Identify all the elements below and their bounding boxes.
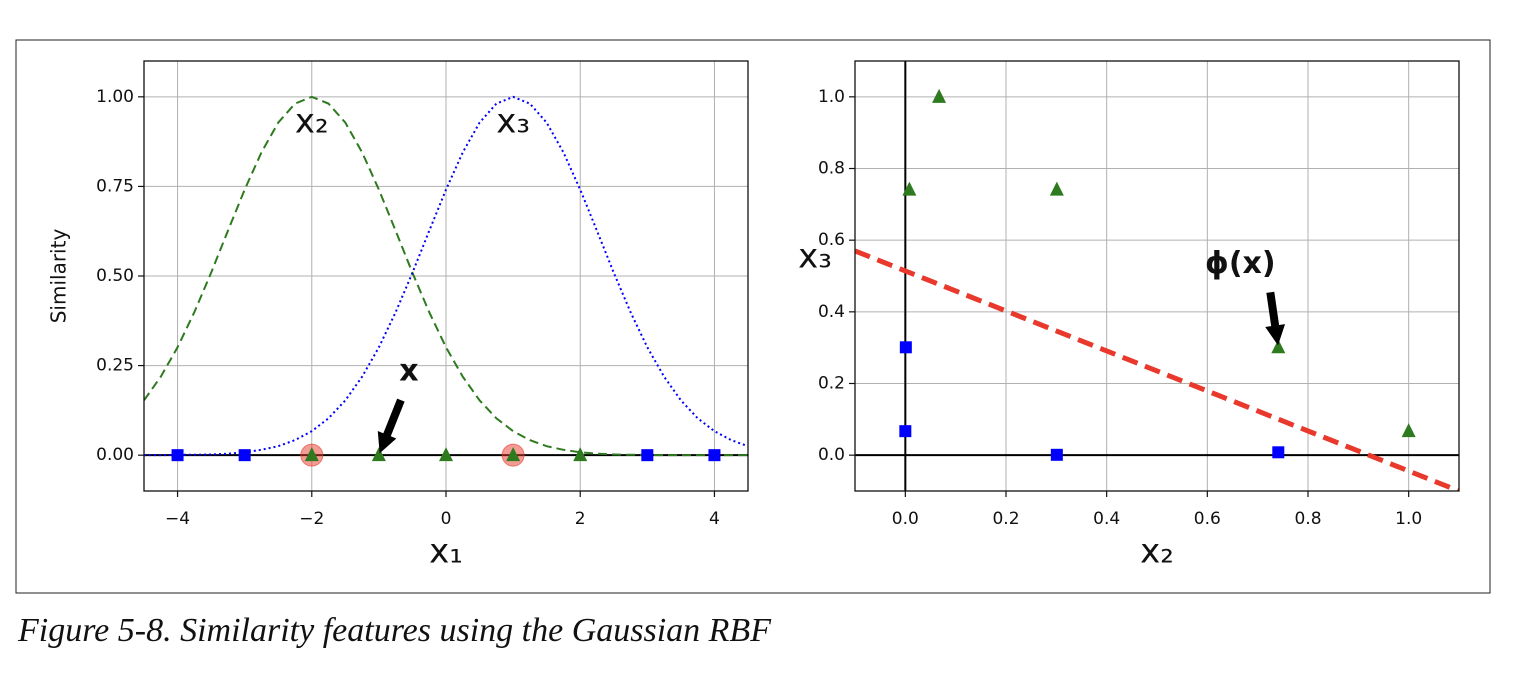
y-tick-label: 0.25 <box>96 356 134 376</box>
y-axis-label: Similarity <box>47 229 71 324</box>
y-tick-label: 0.50 <box>96 266 134 286</box>
x-tick-label: −4 <box>165 509 190 529</box>
triangle-point <box>1049 181 1064 196</box>
x-tick-label: 4 <box>709 509 720 529</box>
x-tick-label: 0.8 <box>1294 509 1321 529</box>
arrow <box>377 398 405 454</box>
axes-frame <box>854 60 1460 492</box>
x-tick-label: −2 <box>299 509 324 529</box>
triangle-point <box>1271 339 1286 354</box>
caption: Figure 5-8. Similarity features using th… <box>17 612 772 649</box>
square-point <box>899 341 912 354</box>
x-tick-label: 0.0 <box>892 509 919 529</box>
y-tick-label: 0.6 <box>818 230 845 250</box>
square-point <box>1272 446 1285 459</box>
y-tick-label: 0.8 <box>818 159 845 179</box>
y-tick-label: 0.00 <box>96 445 134 465</box>
triangle-point <box>371 447 386 462</box>
curve-label: x₂ <box>295 101 329 141</box>
y-tick-label: 0.4 <box>818 302 845 322</box>
triangle-point <box>902 181 917 196</box>
square-point <box>171 449 184 462</box>
triangle-point <box>573 447 588 462</box>
figure-frame <box>15 39 1491 594</box>
arrow <box>1265 291 1286 346</box>
square-point <box>238 449 251 462</box>
y-tick-label: 0.2 <box>818 374 845 394</box>
x-axis-label: x₂ <box>1140 532 1174 572</box>
annotation: ϕ(x) <box>1205 246 1276 281</box>
x-tick-label: 0.4 <box>1093 509 1120 529</box>
axes-frame <box>143 60 749 492</box>
x-tick-label: 0 <box>441 509 452 529</box>
y-tick-label: 0.75 <box>96 176 134 196</box>
x-tick-label: 0.2 <box>992 509 1019 529</box>
curve-label: x₃ <box>496 101 530 141</box>
triangle-point <box>1401 423 1416 438</box>
y-axis-label: x₃ <box>798 237 832 277</box>
x-tick-label: 2 <box>575 509 586 529</box>
x-tick-label: 1.0 <box>1395 509 1422 529</box>
decision-line <box>855 248 1459 491</box>
chart: −4 −2 0 2 4 0.00 0.25 0.50 0.75 1.00 x₂ x₃ x x₁ Simila… <box>47 60 749 572</box>
triangle-point <box>932 88 947 103</box>
annotation: x <box>399 354 418 389</box>
triangle-point <box>304 447 319 462</box>
y-tick-label: 1.00 <box>96 87 134 107</box>
triangle-point <box>506 447 521 462</box>
square-point <box>899 425 912 438</box>
chart: 0.0 0.2 0.4 0.6 0.8 1.0 0.0 0.2 0.4 0.6 0.8 1.0 ϕ(x)… <box>798 60 1460 572</box>
y-tick-label: 1.0 <box>818 87 845 107</box>
square-point <box>708 449 721 462</box>
y-tick-label: 0.0 <box>818 445 845 465</box>
triangle-point <box>439 447 453 462</box>
square-point <box>1050 448 1063 461</box>
x-axis-label: x₁ <box>429 532 463 572</box>
square-point <box>641 449 654 462</box>
x-tick-label: 0.6 <box>1194 509 1221 529</box>
